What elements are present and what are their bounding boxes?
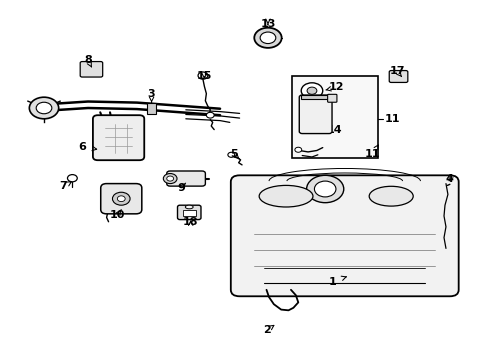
Bar (183, 210, 195, 216)
Circle shape (301, 83, 322, 99)
Text: 15: 15 (196, 71, 212, 81)
Text: 3: 3 (147, 89, 155, 102)
Text: 4: 4 (445, 174, 453, 184)
FancyBboxPatch shape (93, 115, 144, 160)
Text: 18: 18 (183, 217, 198, 228)
Circle shape (314, 181, 335, 197)
Circle shape (163, 174, 177, 184)
Text: 14: 14 (322, 125, 342, 135)
Bar (146, 103, 156, 114)
Text: 17: 17 (388, 66, 404, 77)
Ellipse shape (185, 205, 193, 209)
Circle shape (112, 192, 130, 205)
Circle shape (254, 28, 281, 48)
FancyBboxPatch shape (327, 94, 336, 102)
FancyBboxPatch shape (166, 171, 205, 186)
Bar (301, 95, 329, 99)
Circle shape (260, 32, 275, 44)
Circle shape (198, 72, 207, 79)
Text: 10: 10 (109, 210, 125, 220)
Text: 2: 2 (262, 325, 273, 336)
Ellipse shape (368, 186, 412, 206)
Circle shape (29, 97, 59, 119)
Text: 12: 12 (325, 82, 344, 93)
FancyBboxPatch shape (177, 205, 201, 220)
Text: 6: 6 (78, 142, 97, 152)
FancyBboxPatch shape (388, 71, 407, 82)
FancyBboxPatch shape (299, 95, 331, 134)
Ellipse shape (259, 185, 312, 207)
FancyBboxPatch shape (80, 62, 102, 77)
Circle shape (294, 147, 301, 152)
FancyBboxPatch shape (230, 175, 458, 296)
Circle shape (117, 196, 125, 202)
Text: 8: 8 (84, 55, 92, 67)
Text: 5: 5 (229, 149, 239, 159)
Text: 13: 13 (260, 19, 275, 30)
Circle shape (306, 87, 316, 94)
Circle shape (36, 102, 52, 114)
Text: 11: 11 (384, 114, 399, 124)
Text: 7: 7 (60, 181, 71, 192)
Bar (292, 76, 377, 158)
Circle shape (67, 175, 77, 182)
Circle shape (306, 175, 343, 203)
FancyBboxPatch shape (101, 184, 142, 214)
Circle shape (227, 152, 234, 157)
Text: 16: 16 (313, 107, 329, 117)
Text: 11: 11 (364, 145, 380, 159)
Text: 1: 1 (328, 276, 346, 287)
Circle shape (206, 112, 214, 118)
Text: 9: 9 (177, 183, 185, 193)
Circle shape (166, 176, 173, 181)
